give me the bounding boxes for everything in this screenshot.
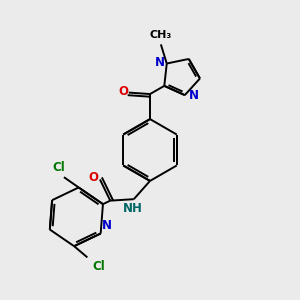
Text: NH: NH	[122, 202, 142, 215]
Text: Cl: Cl	[53, 160, 66, 174]
Text: O: O	[118, 85, 128, 98]
Text: N: N	[154, 56, 164, 68]
Text: N: N	[189, 89, 199, 102]
Text: Cl: Cl	[93, 260, 105, 273]
Text: N: N	[102, 219, 112, 232]
Text: O: O	[88, 172, 98, 184]
Text: CH₃: CH₃	[150, 30, 172, 40]
